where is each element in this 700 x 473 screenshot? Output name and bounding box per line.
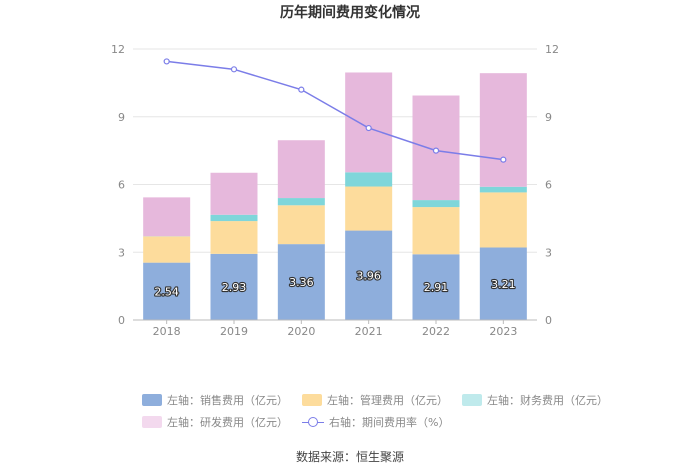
- bar-segment: [479, 186, 527, 193]
- left-tick-label: 9: [118, 111, 125, 124]
- bar-segment: [277, 205, 325, 245]
- right-tick-label: 3: [545, 246, 552, 259]
- legend-item-sales[interactable]: 左轴：销售费用（亿元）: [142, 392, 288, 408]
- rate-point: [298, 86, 305, 93]
- bar-segment: [277, 198, 325, 206]
- bar-segment: [412, 207, 460, 255]
- bars: [143, 72, 527, 320]
- x-tick-label: 2023: [489, 325, 517, 338]
- left-tick-label: 6: [118, 179, 125, 192]
- bar-segment: [479, 73, 527, 187]
- bar-segment: [345, 186, 393, 231]
- rate-line: [163, 58, 507, 163]
- bar-segment: [479, 247, 527, 320]
- bar-value-label: 3.96: [356, 269, 381, 282]
- legend: 左轴：销售费用（亿元） 左轴：管理费用（亿元） 左轴：财务费用（亿元） 左轴：研…: [142, 389, 608, 433]
- x-axis: 2018 2019 2020 2021 2022 2023: [133, 319, 537, 338]
- bar-value-label: 2.91: [424, 281, 449, 294]
- bar-segment: [210, 221, 258, 254]
- right-tick-label: 0: [545, 314, 552, 327]
- chart-title: 历年期间费用变化情况: [280, 5, 420, 21]
- bar-value-label: 2.54: [154, 285, 179, 298]
- right-axis-ticks: 0 3 6 9 12: [545, 43, 559, 327]
- x-tick-label: 2021: [355, 325, 383, 338]
- rate-point: [230, 66, 238, 73]
- rate-line-path: [166, 60, 504, 161]
- legend-swatch: [462, 394, 482, 406]
- legend-label: 左轴：管理费用（亿元）: [327, 394, 448, 407]
- bar-segment: [345, 172, 393, 187]
- bar-segment: [210, 253, 258, 320]
- legend-label: 右轴：期间费用率（%）: [329, 416, 450, 429]
- bar-segment: [143, 262, 191, 320]
- bar-line-chart: 0 3 6 9 12 0 3 6 9 12 2.54 2.93 3.36 3.96 2.91 3.21 2…: [111, 43, 559, 338]
- legend-item-finance[interactable]: 左轴：财务费用（亿元）: [462, 392, 608, 408]
- bar-segment: [210, 214, 258, 222]
- grid-lines: [133, 48, 537, 253]
- bar-value-label: 3.36: [289, 276, 314, 289]
- right-tick-label: 12: [545, 43, 559, 56]
- legend-item-rate[interactable]: 右轴：期间费用率（%）: [302, 414, 449, 430]
- legend-swatch: [142, 394, 162, 406]
- legend-label: 左轴：研发费用（亿元）: [167, 416, 288, 429]
- rate-point: [500, 156, 507, 163]
- right-tick-label: 6: [545, 179, 552, 192]
- bar-value-labels: 2.54 2.93 3.36 3.96 2.91 3.21: [153, 268, 516, 299]
- bar-value-label: 2.93: [222, 281, 247, 294]
- legend-swatch: [302, 394, 322, 406]
- bar-segment: [345, 72, 393, 173]
- x-tick-label: 2018: [153, 325, 181, 338]
- bar-segment: [479, 192, 527, 248]
- data-source: 数据来源：恒生聚源: [295, 450, 404, 464]
- rate-point: [163, 58, 170, 65]
- rate-point: [432, 147, 440, 154]
- legend-item-rnd[interactable]: 左轴：研发费用（亿元）: [142, 414, 288, 430]
- left-axis-ticks: 0 3 6 9 12: [111, 43, 125, 327]
- legend-line-marker: [302, 416, 324, 428]
- rate-point: [365, 124, 372, 132]
- bar-segment: [143, 197, 191, 237]
- x-tick-label: 2020: [287, 325, 315, 338]
- legend-label: 左轴：财务费用（亿元）: [487, 394, 608, 407]
- right-tick-label: 9: [545, 111, 552, 124]
- legend-item-admin[interactable]: 左轴：管理费用（亿元）: [302, 392, 448, 408]
- x-tick-label: 2022: [422, 325, 450, 338]
- legend-swatch: [142, 416, 162, 428]
- bar-segment: [345, 230, 393, 320]
- bar-segment: [277, 244, 325, 320]
- bar-segment: [412, 200, 460, 208]
- bar-segment: [210, 172, 258, 215]
- bar-segment: [143, 236, 191, 263]
- bar-segment: [277, 140, 325, 199]
- left-tick-label: 0: [118, 314, 125, 327]
- left-tick-label: 12: [111, 43, 125, 56]
- x-tick-label: 2019: [220, 325, 248, 338]
- left-tick-label: 3: [118, 246, 125, 259]
- bar-segment: [412, 254, 460, 320]
- bar-value-label: 3.21: [491, 278, 516, 291]
- legend-label: 左轴：销售费用（亿元）: [167, 394, 288, 407]
